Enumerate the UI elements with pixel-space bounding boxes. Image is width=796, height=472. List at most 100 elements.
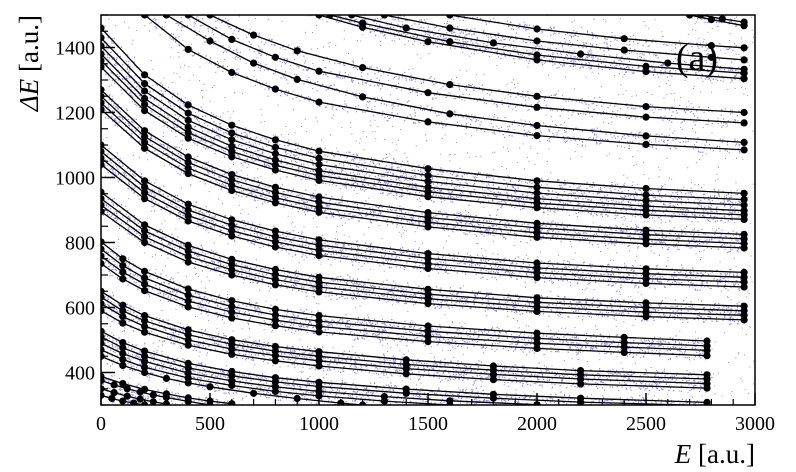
series-line — [318, 15, 745, 80]
data-point — [642, 68, 650, 76]
series-39 — [206, 15, 748, 117]
data-point — [101, 252, 105, 260]
data-point — [424, 89, 432, 97]
data-point — [119, 275, 127, 283]
data-point — [707, 42, 716, 50]
data-point — [315, 167, 323, 175]
x-tick-label: 1000 — [299, 413, 339, 435]
data-point — [533, 183, 541, 191]
data-point — [402, 24, 410, 32]
data-point — [141, 267, 149, 275]
series-line — [351, 15, 745, 70]
data-point — [141, 363, 149, 371]
data-point — [642, 226, 650, 234]
data-point — [424, 171, 432, 180]
x-axis-unit: [a.u.] — [691, 439, 755, 469]
y-tick-label: 800 — [65, 233, 95, 255]
data-point — [664, 59, 672, 67]
data-point — [642, 113, 650, 121]
data-point — [577, 50, 585, 58]
data-point — [533, 103, 541, 111]
data-point — [740, 196, 748, 204]
data-point — [141, 94, 149, 103]
data-point — [101, 160, 105, 169]
data-point — [119, 344, 127, 352]
data-point — [577, 367, 585, 375]
data-point — [228, 136, 236, 144]
data-point — [141, 221, 149, 229]
series-36 — [141, 15, 748, 154]
data-point — [228, 176, 236, 184]
data-point — [119, 307, 127, 315]
data-point — [184, 15, 192, 19]
data-point — [293, 47, 301, 55]
data-point — [184, 217, 192, 225]
series-29 — [101, 86, 748, 238]
y-axis-symbol: ΔE — [14, 78, 44, 112]
data-point — [228, 367, 236, 376]
series-43 — [380, 15, 748, 64]
series-42 — [348, 15, 748, 73]
data-point — [533, 51, 541, 59]
data-point — [424, 260, 432, 268]
data-point — [141, 238, 149, 247]
data-point — [228, 271, 236, 279]
data-point — [130, 399, 138, 405]
data-point — [141, 71, 149, 79]
series-24 — [101, 147, 748, 281]
data-point — [119, 255, 127, 263]
data-point — [228, 35, 236, 44]
data-point — [101, 99, 105, 107]
series-line — [101, 157, 745, 283]
data-point — [271, 136, 279, 144]
data-point — [359, 93, 367, 101]
data-point — [136, 395, 144, 403]
data-point — [380, 15, 388, 19]
series-44 — [446, 15, 748, 52]
data-point — [642, 184, 650, 193]
data-point — [271, 85, 279, 93]
data-point — [740, 189, 748, 197]
data-point — [141, 312, 149, 320]
data-point — [119, 350, 127, 358]
data-point — [184, 394, 192, 402]
series-line — [101, 163, 745, 288]
data-point — [740, 18, 748, 26]
data-point — [141, 177, 149, 185]
series-34 — [101, 34, 748, 204]
data-point — [228, 171, 236, 179]
data-point — [740, 201, 748, 209]
data-point — [315, 160, 323, 169]
data-point — [184, 164, 192, 172]
data-point — [184, 285, 192, 293]
data-point — [101, 293, 105, 301]
data-point — [315, 147, 323, 155]
data-point — [101, 34, 105, 42]
data-point — [101, 154, 105, 162]
data-point — [184, 359, 192, 367]
data-point — [141, 385, 149, 393]
data-point — [315, 362, 323, 370]
data-point — [424, 183, 432, 191]
data-point — [402, 370, 410, 378]
series-40 — [315, 15, 748, 83]
data-point — [533, 121, 541, 130]
data-point — [119, 268, 127, 276]
data-point — [642, 265, 650, 273]
data-point — [101, 147, 105, 156]
data-point — [184, 252, 192, 261]
data-point — [250, 389, 258, 397]
data-point — [101, 50, 105, 58]
data-point — [162, 390, 170, 398]
series-line — [101, 204, 745, 316]
series-37 — [162, 15, 748, 146]
series-line — [101, 37, 745, 201]
data-point — [119, 301, 127, 309]
data-point — [402, 356, 410, 364]
data-point — [123, 392, 131, 400]
data-point — [740, 56, 748, 64]
series-38 — [184, 15, 748, 127]
data-point — [141, 280, 149, 288]
data-point — [642, 132, 650, 140]
